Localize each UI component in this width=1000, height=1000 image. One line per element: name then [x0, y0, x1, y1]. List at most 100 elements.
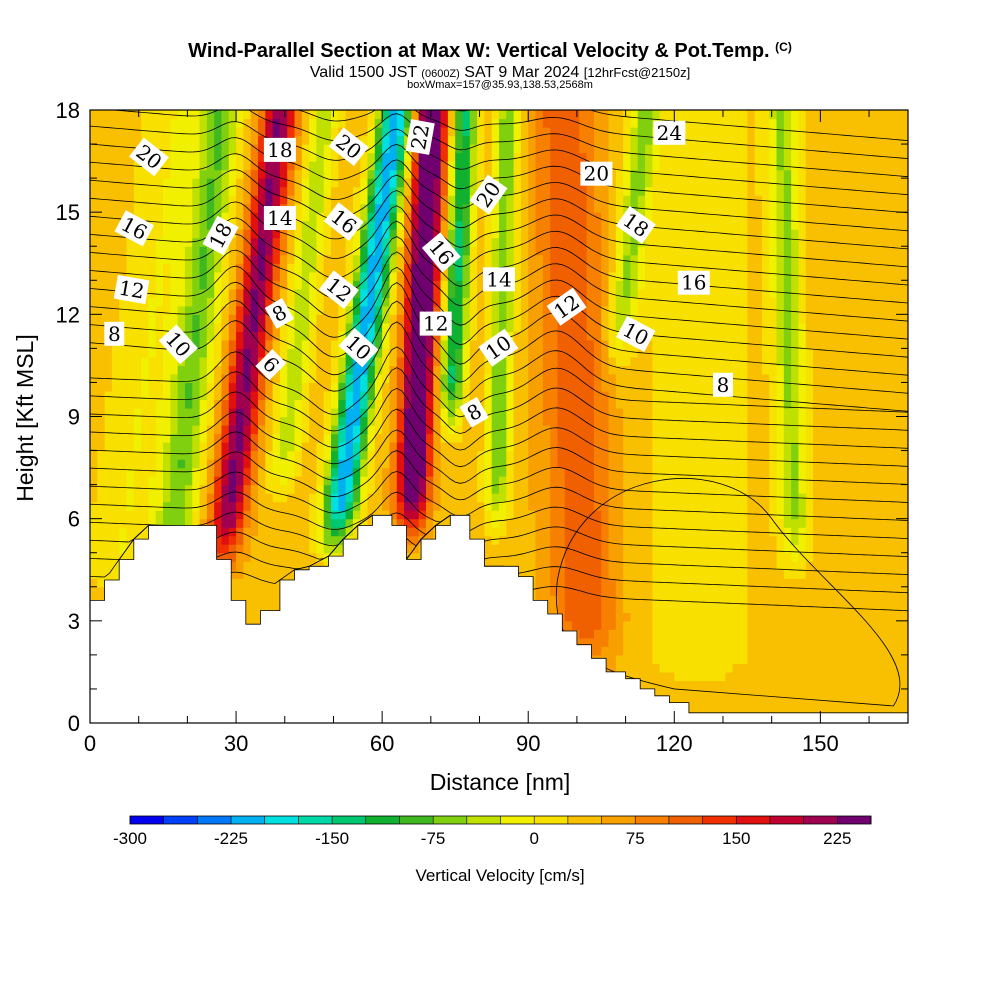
theta-contour: [90, 265, 908, 358]
w-cell: [338, 527, 347, 537]
theta-contour: [90, 320, 908, 412]
w-cell: [228, 561, 237, 571]
w-cell: [192, 237, 201, 315]
w-cell: [418, 135, 427, 477]
w-cell: [323, 476, 332, 486]
w-cell: [257, 110, 266, 120]
w-cell: [206, 493, 215, 520]
w-cell: [404, 527, 412, 537]
y-axis-label: Height [Kft MSL]: [12, 334, 38, 501]
w-cell: [228, 535, 237, 545]
colorbar-tick-label: -75: [421, 829, 446, 848]
contour-label: 18: [202, 215, 239, 256]
w-cell: [221, 544, 230, 554]
w-cell: [367, 365, 376, 384]
w-cell: [513, 110, 522, 154]
colorbar-tick-label: 150: [722, 829, 750, 848]
w-cell: [615, 229, 624, 281]
x-axis-label: Distance [nm]: [430, 769, 571, 795]
w-cell: [601, 339, 610, 392]
w-cell: [279, 161, 288, 188]
w-cell: [601, 110, 610, 307]
w-cell: [798, 493, 807, 528]
w-cell: [389, 237, 398, 256]
theta-contour: [297, 110, 908, 159]
w-cell: [177, 459, 186, 469]
contour-label-box: [580, 161, 613, 186]
w-cell: [90, 110, 98, 503]
w-cell: [681, 680, 690, 723]
w-cell: [389, 186, 398, 205]
contour-label-box: [264, 298, 295, 329]
w-cell: [513, 331, 522, 723]
w-cell: [126, 220, 135, 469]
theta-contour: [90, 185, 908, 268]
w-cell: [433, 212, 442, 247]
w-cell: [396, 110, 405, 137]
colorbar-swatch: [803, 816, 838, 824]
w-cell: [338, 416, 347, 426]
w-cell: [374, 203, 383, 273]
w-cell: [783, 527, 792, 554]
w-cell: [871, 110, 880, 723]
w-cell: [272, 433, 281, 477]
w-cell: [214, 365, 223, 401]
w-cell: [769, 297, 778, 537]
w-cell: [411, 161, 420, 179]
w-cell: [645, 339, 653, 723]
w-cell: [331, 527, 339, 537]
w-cell: [323, 544, 332, 554]
w-cell: [338, 544, 347, 554]
w-cell: [199, 442, 208, 486]
contour-label-box: [129, 137, 170, 177]
w-cell: [433, 365, 442, 511]
y-tick-label: 15: [56, 200, 80, 225]
w-cell: [163, 263, 171, 315]
w-cell: [425, 476, 434, 503]
w-cell: [382, 348, 391, 384]
w-cell: [214, 552, 223, 562]
w-cell: [455, 220, 464, 281]
w-cell: [425, 331, 434, 358]
w-cell: [331, 450, 339, 469]
colorbar-tick-label: -300: [113, 829, 147, 848]
x-tick-label: 120: [656, 731, 693, 756]
w-cell: [236, 178, 244, 230]
theta-contour: [90, 470, 908, 521]
w-cell: [301, 178, 310, 222]
w-cell: [323, 527, 332, 545]
w-cell: [557, 110, 566, 469]
w-cell: [323, 561, 332, 571]
w-cell: [192, 178, 201, 239]
w-cell: [637, 110, 646, 196]
w-cell: [206, 178, 215, 230]
w-cell: [396, 195, 405, 213]
w-cell: [243, 527, 252, 562]
w-cell: [126, 510, 135, 596]
w-cell: [623, 612, 632, 622]
w-cell: [214, 110, 223, 171]
w-cell: [257, 203, 266, 239]
w-cell: [294, 110, 303, 137]
chart-subtitle: Valid 1500 JST (0600Z) SAT 9 Mar 2024 [1…: [310, 64, 690, 81]
w-cell: [221, 459, 230, 486]
w-cell: [418, 493, 427, 503]
contour-label: 12: [113, 274, 150, 305]
w-cell: [462, 110, 471, 137]
w-cell: [352, 510, 361, 520]
w-cell: [769, 118, 778, 298]
y-tick-label: 3: [68, 609, 80, 634]
w-cell: [623, 152, 632, 196]
contour-label-text: 14: [267, 206, 292, 230]
contour-label-text: 8: [108, 322, 121, 346]
contour-label-box: [478, 328, 519, 367]
w-cell: [345, 527, 354, 537]
w-cell: [243, 288, 252, 315]
w-cell: [615, 348, 624, 367]
colorbar-swatch: [264, 816, 299, 824]
w-cell: [623, 339, 632, 367]
w-cell: [331, 127, 339, 188]
w-cell: [345, 373, 354, 392]
contour-label: 20: [580, 161, 613, 186]
w-cell: [141, 356, 150, 401]
